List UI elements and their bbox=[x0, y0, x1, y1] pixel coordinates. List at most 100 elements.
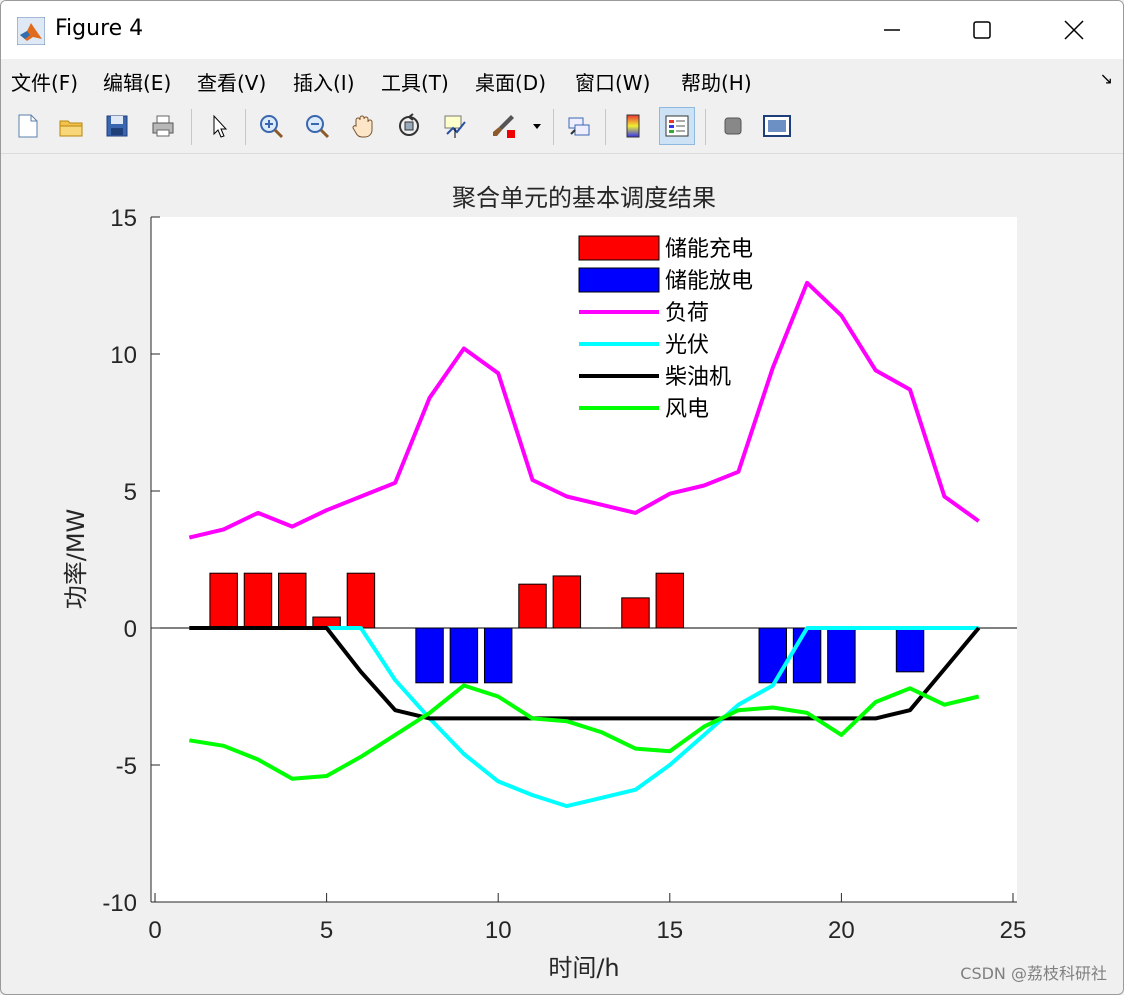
toolbar-separator bbox=[245, 109, 246, 145]
y-axis-label: 功率/MW bbox=[62, 509, 90, 610]
colorbar-icon bbox=[626, 114, 640, 138]
bar-discharge-9 bbox=[449, 627, 479, 684]
show-plot-tools-button[interactable] bbox=[759, 107, 795, 145]
data-cursor-icon bbox=[444, 115, 466, 138]
bar-charge-14 bbox=[621, 597, 650, 629]
bar-discharge-8 bbox=[415, 627, 444, 684]
y-tick-label: 0 bbox=[124, 616, 137, 643]
x-tick-label: 0 bbox=[148, 917, 161, 944]
y-tick-label: 5 bbox=[124, 479, 137, 506]
close-button[interactable] bbox=[1051, 11, 1097, 49]
bar-discharge-20 bbox=[827, 627, 856, 684]
brush-button[interactable] bbox=[485, 107, 521, 145]
bar-charge-15 bbox=[655, 572, 685, 629]
bar-charge-12 bbox=[552, 575, 582, 629]
y-tick-label: 15 bbox=[110, 205, 137, 232]
zoom-in-button[interactable] bbox=[253, 107, 289, 145]
menu-help[interactable]: 帮助(H) bbox=[681, 71, 752, 95]
x-tick-label: 20 bbox=[828, 917, 855, 944]
hide-plot-tools-icon bbox=[724, 117, 742, 135]
toolbar-separator bbox=[605, 109, 606, 145]
new-file-icon bbox=[18, 114, 38, 138]
show-plot-tools-icon bbox=[763, 115, 791, 137]
matlab-logo-icon bbox=[17, 17, 45, 45]
print-button[interactable] bbox=[145, 107, 181, 145]
open-folder-icon bbox=[59, 120, 83, 137]
zoom-out-button[interactable] bbox=[299, 107, 335, 145]
menu-window[interactable]: 窗口(W) bbox=[575, 71, 651, 95]
minimize-button[interactable] bbox=[869, 11, 915, 49]
link-plot-icon bbox=[568, 117, 590, 136]
toolbar bbox=[1, 101, 1123, 154]
zoom-out-icon bbox=[306, 115, 330, 139]
x-tick-label: 25 bbox=[1000, 917, 1027, 944]
legend-swatch bbox=[578, 267, 660, 293]
bar-charge-6 bbox=[346, 572, 376, 629]
open-button[interactable] bbox=[53, 107, 89, 145]
toolbar-separator bbox=[705, 109, 706, 145]
legend-label: 储能放电 bbox=[665, 269, 753, 294]
load-line bbox=[188, 280, 980, 540]
bar-charge-2 bbox=[209, 572, 238, 629]
bar-discharge-18 bbox=[758, 627, 787, 684]
plot-area[interactable] bbox=[151, 217, 1017, 902]
legend-swatch bbox=[578, 235, 660, 261]
pan-hand-icon bbox=[352, 115, 373, 138]
y-tick-label: -10 bbox=[102, 890, 137, 917]
colorbar-button[interactable] bbox=[615, 107, 651, 145]
pointer-icon bbox=[213, 114, 228, 138]
menu-desktop[interactable]: 桌面(D) bbox=[475, 71, 547, 95]
x-tick-label: 10 bbox=[485, 917, 512, 944]
legend-label: 负荷 bbox=[665, 301, 709, 326]
pointer-button[interactable] bbox=[201, 107, 237, 145]
legend-button[interactable] bbox=[659, 107, 695, 145]
bar-discharge-10 bbox=[483, 627, 513, 684]
toolbar-separator bbox=[191, 109, 192, 145]
bar-charge-3 bbox=[243, 572, 273, 629]
axes-group: 0 5 10 15 20 25 -10 -5 0 5 10 15 bbox=[102, 205, 1026, 944]
save-icon bbox=[106, 115, 128, 137]
brush-dropdown-icon bbox=[533, 124, 541, 129]
data-cursor-button[interactable] bbox=[437, 107, 473, 145]
dock-arrow-icon[interactable]: ↘ bbox=[1099, 69, 1113, 88]
close-icon bbox=[1064, 20, 1084, 40]
legend-label: 储能充电 bbox=[665, 237, 753, 262]
menu-bar: 文件(F) 编辑(E) 查看(V) 插入(I) 工具(T) 桌面(D) 窗口(W… bbox=[1, 61, 1123, 99]
rotate-3d-button[interactable] bbox=[391, 107, 427, 145]
bar-charge-11 bbox=[518, 583, 547, 629]
figure-canvas: 聚合单元的基本调度结果 0 5 10 15 20 25 -10 -5 0 5 10 15 时间/h 功… bbox=[62, 184, 1026, 982]
brush-dropdown-button[interactable] bbox=[527, 107, 547, 145]
bar-discharge-19 bbox=[792, 627, 822, 684]
print-icon bbox=[152, 115, 174, 137]
menu-file[interactable]: 文件(F) bbox=[11, 71, 79, 95]
brush-icon bbox=[493, 115, 515, 138]
save-button[interactable] bbox=[99, 107, 135, 145]
x-axis-label: 时间/h bbox=[548, 954, 619, 982]
maximize-button[interactable] bbox=[959, 11, 1005, 49]
watermark: CSDN @荔枝科研社 bbox=[960, 964, 1107, 983]
menu-edit[interactable]: 编辑(E) bbox=[103, 71, 172, 95]
hide-plot-tools-button[interactable] bbox=[715, 107, 751, 145]
y-tick-label: -5 bbox=[116, 753, 137, 780]
zoom-in-icon bbox=[260, 115, 284, 139]
window-title: Figure 4 bbox=[55, 16, 144, 41]
diesel-line bbox=[189, 626, 981, 721]
lines-group bbox=[188, 280, 981, 809]
x-tick-label: 15 bbox=[656, 917, 683, 944]
menu-view[interactable]: 查看(V) bbox=[197, 71, 267, 95]
minimize-icon bbox=[884, 29, 900, 31]
y-tick-label: 10 bbox=[110, 342, 137, 369]
chart-title: 聚合单元的基本调度结果 bbox=[452, 184, 716, 212]
legend-label: 柴油机 bbox=[665, 365, 731, 390]
menu-tools[interactable]: 工具(T) bbox=[381, 71, 449, 95]
x-tick-label: 5 bbox=[320, 917, 333, 944]
toolbar-separator bbox=[553, 109, 554, 145]
rotate-3d-icon bbox=[399, 113, 419, 136]
pan-button[interactable] bbox=[345, 107, 381, 145]
new-file-button[interactable] bbox=[9, 107, 45, 145]
legend-icon bbox=[665, 115, 689, 137]
link-plot-button[interactable] bbox=[561, 107, 597, 145]
menu-insert[interactable]: 插入(I) bbox=[293, 71, 355, 95]
